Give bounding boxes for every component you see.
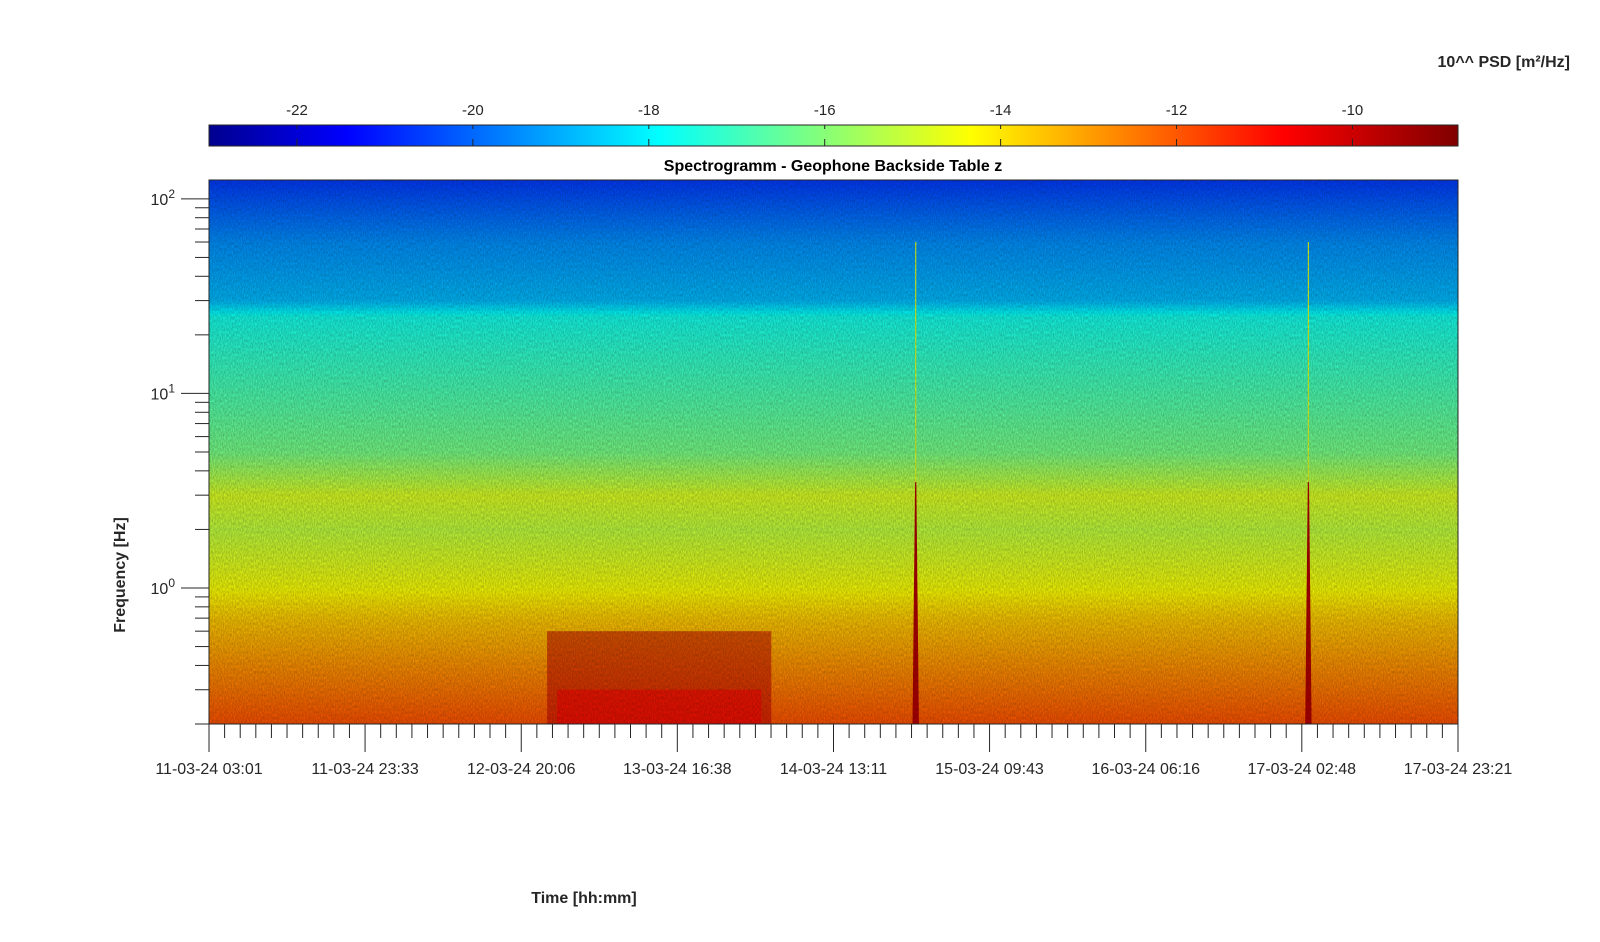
x-axis-label: Time [hh:mm] <box>531 890 636 907</box>
colorbar-tick-label: -14 <box>990 102 1012 119</box>
colorbar-tick-label: -10 <box>1342 102 1364 119</box>
y-tick-label: 102 <box>151 187 176 209</box>
colorbar-label: 10^^ PSD [m²/Hz] <box>1438 54 1570 71</box>
x-tick-label: 17-03-24 02:48 <box>1248 761 1357 778</box>
x-axis: 11-03-24 03:01 11-03-24 23:33 12-03-24 20:… <box>155 724 1512 778</box>
x-tick-label: 12-03-24 20:06 <box>467 761 576 778</box>
colorbar: -22 -20 -18 -16 -14 -12 -10 <box>208 102 1459 147</box>
spectrogram-texture <box>209 180 1458 724</box>
x-tick-label: 14-03-24 13:11 <box>780 761 887 778</box>
colorbar-ticks: -22 -20 -18 -16 -14 -12 -10 <box>286 102 1363 146</box>
colorbar-tick-label: -22 <box>286 102 308 119</box>
colorbar-tick-label: -16 <box>814 102 836 119</box>
y-tick-label: 100 <box>151 576 176 598</box>
y-axis: 100 101 102 <box>151 187 209 725</box>
colorbar-tick-label: -18 <box>638 102 660 119</box>
plot-area <box>208 179 1459 725</box>
y-tick-label: 101 <box>151 381 176 403</box>
x-tick-label: 16-03-24 06:16 <box>1091 761 1200 778</box>
x-tick-label: 17-03-24 23:21 <box>1404 761 1513 778</box>
x-tick-label: 13-03-24 16:38 <box>623 761 732 778</box>
colorbar-tick-label: -20 <box>462 102 484 119</box>
chart-title: Spectrogramm - Geophone Backside Table z <box>664 158 1002 175</box>
x-tick-label: 11-03-24 03:01 <box>155 761 262 778</box>
x-tick-label: 11-03-24 23:33 <box>311 761 418 778</box>
colorbar-tick-label: -12 <box>1166 102 1188 119</box>
colorbar-gradient <box>208 124 1459 147</box>
y-axis-label: Frequency [Hz] <box>112 517 129 633</box>
x-tick-label: 15-03-24 09:43 <box>935 761 1044 778</box>
